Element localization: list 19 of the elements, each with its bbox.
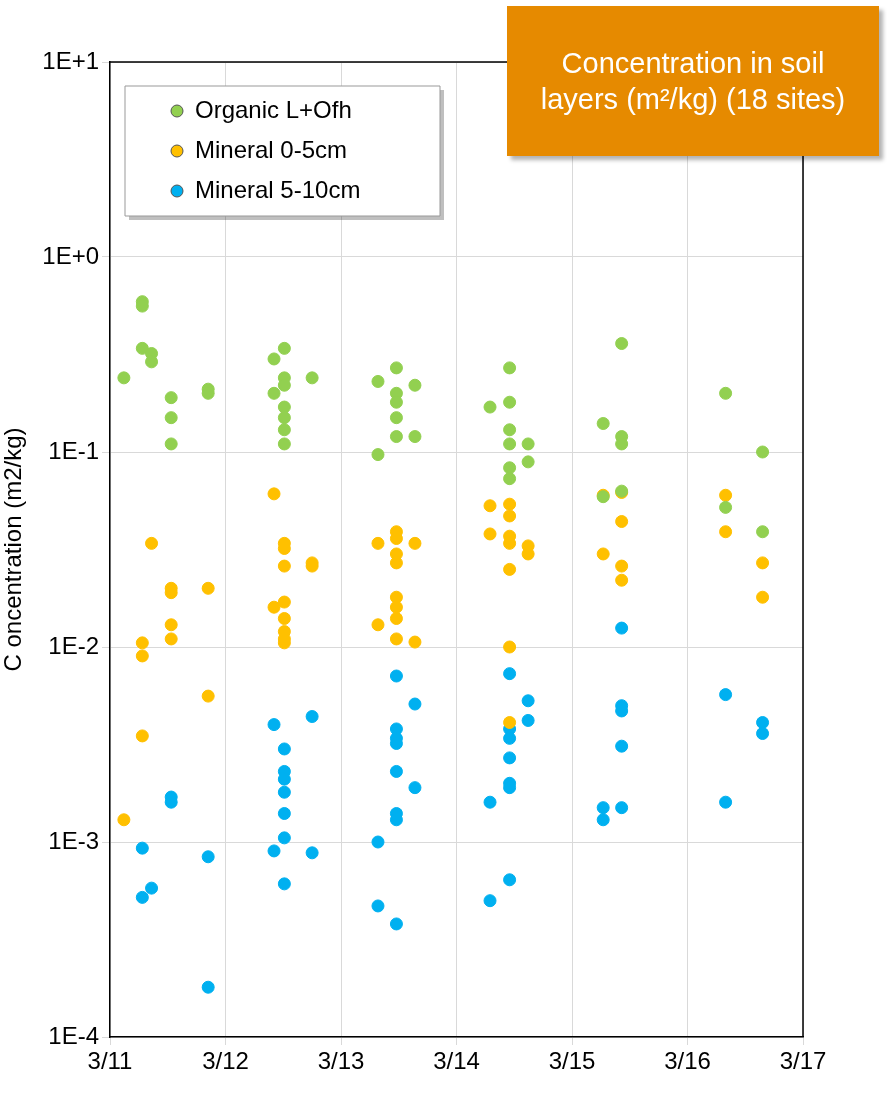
x-tick-label: 3/16 <box>664 1047 711 1075</box>
y-tick-label: 1E+1 <box>42 46 99 74</box>
x-tick-label: 3/12 <box>202 1047 249 1075</box>
x-tick-label: 3/14 <box>433 1047 480 1075</box>
chart-title: Concentration in soil layers (m²/kg) (18 sites) <box>539 46 847 117</box>
y-axis-title: C oncentration (m2/kg) <box>0 427 27 672</box>
y-tick-label: 1E-1 <box>48 436 99 464</box>
y-tick-label: 1E-2 <box>48 631 99 659</box>
x-tick-label: 3/17 <box>779 1047 827 1075</box>
y-tick-label: 1E-4 <box>48 1021 99 1049</box>
title-box: Concentration in soil layers (m²/kg) (18 sites) <box>507 6 879 156</box>
x-tick-label: 3/15 <box>548 1047 596 1075</box>
y-tick-label: 1E-3 <box>48 826 99 854</box>
legend-label: Mineral 0-5cm <box>195 135 348 163</box>
legend-label: Organic L+Ofh <box>195 95 352 123</box>
y-tick-label: 1E+0 <box>42 241 99 269</box>
legend-label: Mineral 5-10cm <box>195 175 361 203</box>
x-tick-label: 3/13 <box>317 1047 365 1075</box>
x-tick-label: 3/11 <box>87 1047 133 1075</box>
